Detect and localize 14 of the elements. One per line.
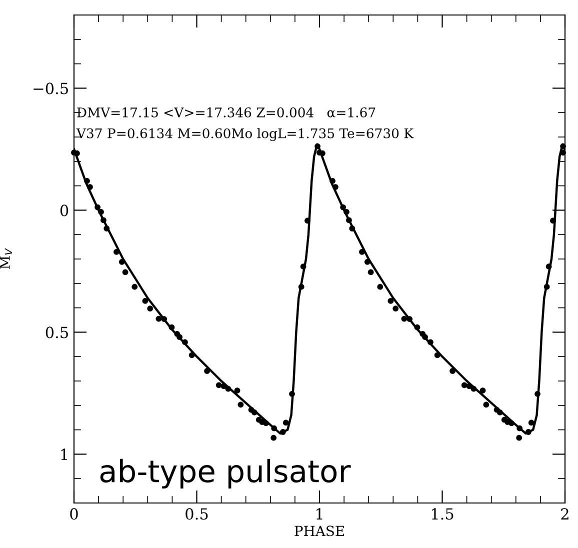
y-tick-label: 0 [60,204,68,216]
x-tick-label: 0.5 [186,508,208,520]
x-tick-label: 2 [561,508,568,520]
y-axis-title: M$_{V}$ [0,248,12,269]
y-tick-label: −0.5 [34,82,68,94]
annotation: V37 P=0.6134 M=0.60Mo logL=1.735 Te=6730 K [76,128,414,142]
annotation: ab-type pulsator [100,458,351,489]
y-tick-label: 0.5 [46,326,68,338]
x-tick-label: 1 [316,508,322,520]
annotation: DMV=17.15 <V>=17.346 Z=0.004 α=1.67 [77,107,376,118]
x-tick-label: 1.5 [432,508,454,520]
x-tick-label: 0 [70,508,78,520]
y-tick-label: 1 [61,448,67,460]
x-axis-title: PHASE [294,526,344,536]
